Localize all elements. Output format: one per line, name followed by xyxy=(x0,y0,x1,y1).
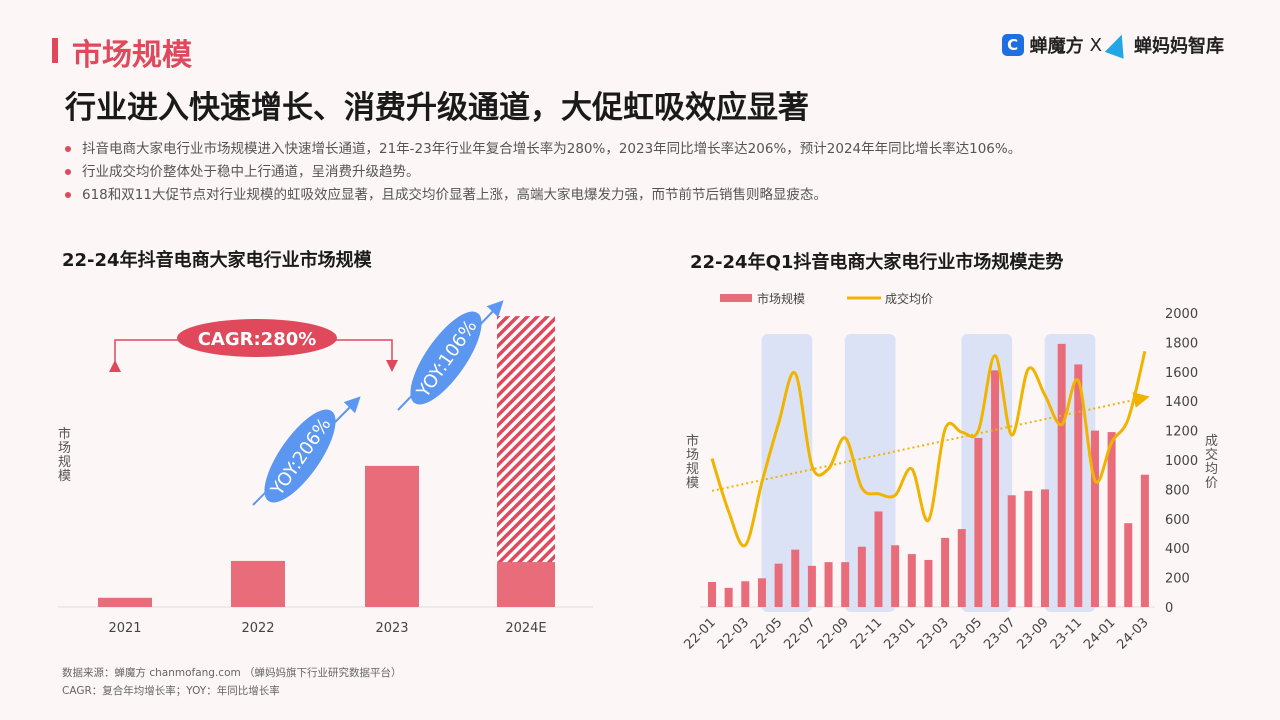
bar-23-06 xyxy=(991,370,1000,607)
y-tick-label: 1000 xyxy=(1165,454,1198,469)
bar-22-09 xyxy=(841,562,850,607)
y-tick-label: 200 xyxy=(1165,572,1190,587)
x-tick-label: 2023 xyxy=(375,621,408,636)
x-tick-label: 2021 xyxy=(108,621,141,636)
bar-23-09 xyxy=(1041,489,1049,607)
y-tick-label: 600 xyxy=(1165,513,1190,528)
highlight-band xyxy=(1044,334,1096,612)
cagr-badge xyxy=(177,319,337,357)
x-tick-label: 23-03 xyxy=(915,615,952,652)
bar-22-06 xyxy=(791,549,800,607)
bar-22-01 xyxy=(708,582,716,607)
headline: 行业进入快速增长、消费升级通道，大促虹吸效应显著 xyxy=(65,90,809,126)
legend-bar-label: 市场规模 xyxy=(757,291,805,306)
bar-23-10 xyxy=(1057,343,1066,607)
x-tick-label: 24-01 xyxy=(1081,615,1118,652)
bar-23-05 xyxy=(974,437,983,607)
bar-22-08 xyxy=(824,562,833,607)
y-tick-label: 800 xyxy=(1165,483,1190,498)
right-chart-ylabel-right: 成交均价 xyxy=(1205,434,1219,491)
x-tick-label: 2022 xyxy=(241,621,274,636)
y-tick-label: 2000 xyxy=(1165,307,1198,322)
y-tick-label: 1800 xyxy=(1165,336,1198,351)
x-tick-label: 23-09 xyxy=(1015,615,1052,652)
bar-24-03 xyxy=(1140,474,1149,607)
price-line xyxy=(710,350,1147,548)
y-tick-label: 1200 xyxy=(1165,425,1198,440)
left-chart-title: 22-24年抖音电商大家电行业市场规模 xyxy=(62,250,372,271)
right-chart-title: 22-24年Q1抖音电商大家电行业市场规模走势 xyxy=(690,252,1064,273)
yoy-ellipse xyxy=(410,311,482,405)
bar-23-03 xyxy=(941,537,950,607)
bar-24-02 xyxy=(1124,523,1133,607)
bar-22-03 xyxy=(741,581,750,607)
x-tick-label: 22-01 xyxy=(682,615,719,652)
x-tick-label: 22-09 xyxy=(815,615,852,652)
footnote: CAGR：复合年均增长率；YOY：年同比增长率 xyxy=(62,685,280,697)
bar-22-05 xyxy=(774,563,783,607)
bar-estimate-hatched xyxy=(497,316,555,607)
data-source: 数据来源：蝉魔方 chanmofang.com （蝉妈妈旗下行业研究数据平台） xyxy=(62,667,402,679)
section-marker xyxy=(52,38,58,63)
yoy-ellipse xyxy=(264,409,336,503)
cagr-bracket-left xyxy=(109,339,178,372)
bullet-item: 618和双11大促节点对行业规模的虹吸效应显著，且成交均价显著上涨，高端大家电爆… xyxy=(64,184,1021,207)
legend-line-label: 成交均价 xyxy=(885,291,933,306)
y-tick-label: 400 xyxy=(1165,542,1190,557)
bar-23-04 xyxy=(957,529,966,607)
x-tick-label: 23-07 xyxy=(981,615,1018,652)
x-tick-label: 23-11 xyxy=(1048,615,1085,652)
brand-logo: C 蝉魔方 X 蝉妈妈智库 xyxy=(1001,31,1224,59)
bar-22-11 xyxy=(874,511,883,607)
trendline xyxy=(711,392,1150,492)
bar-23-02 xyxy=(924,559,933,607)
y-tick-label: 1600 xyxy=(1165,366,1198,381)
bar-2021 xyxy=(98,597,152,607)
cagr-label: CAGR:280% xyxy=(198,329,317,350)
bar-estimate-solid xyxy=(497,562,555,607)
y-tick-label: 1400 xyxy=(1165,395,1198,410)
x-tick-label: 22-11 xyxy=(848,615,885,652)
section-title: 市场规模 xyxy=(72,38,192,73)
right-chart-ylabel-left: 市场规模 xyxy=(686,434,700,491)
bar-2022 xyxy=(231,560,285,607)
x-tick-label: 2024E xyxy=(505,621,546,636)
bar-22-02 xyxy=(724,587,733,607)
x-tick-label: 23-01 xyxy=(881,615,918,652)
logo-right-text: 蝉妈妈智库 xyxy=(1134,36,1224,57)
bullet-item: 行业成交均价整体处于稳中上行通道，呈消费升级趋势。 xyxy=(64,161,1021,184)
highlight-band xyxy=(961,334,1013,612)
highlight-band xyxy=(761,334,813,612)
x-tick-label: 22-05 xyxy=(748,615,785,652)
logo-left-text: 蝉魔方 xyxy=(1029,36,1084,57)
bar-23-12 xyxy=(1090,430,1099,607)
bar-23-11 xyxy=(1074,364,1083,607)
bar-22-04 xyxy=(757,578,766,607)
bar-23-01 xyxy=(907,554,916,607)
logo-separator: X xyxy=(1089,34,1102,56)
bullet-item: 抖音电商大家电行业市场规模进入快速增长通道，21年-23年行业年复合增长率为28… xyxy=(64,138,1021,161)
bar-22-07 xyxy=(807,565,816,607)
bar-22-10 xyxy=(857,546,866,607)
y-tick-label: 0 xyxy=(1165,601,1173,616)
bar-23-08 xyxy=(1024,490,1033,607)
x-tick-label: 22-07 xyxy=(781,615,818,652)
left-chart-ylabel: 市场规模 xyxy=(58,427,72,484)
bar-22-12 xyxy=(891,545,900,607)
cagr-bracket-right xyxy=(336,339,398,372)
yoy-badge: YOY:206% xyxy=(264,409,336,503)
x-tick-label: 23-05 xyxy=(948,615,985,652)
x-tick-label: 22-03 xyxy=(715,615,752,652)
bullet-list: 抖音电商大家电行业市场规模进入快速增长通道，21年-23年行业年复合增长率为28… xyxy=(64,138,1021,207)
bar-2023 xyxy=(365,465,419,607)
bar-24-01 xyxy=(1107,432,1116,607)
bar-23-07 xyxy=(1007,495,1016,607)
yoy-badge: YOY:106% xyxy=(410,311,482,405)
chanmofang-logo-icon: C xyxy=(1001,34,1024,56)
highlight-band xyxy=(844,334,896,612)
legend-bar-swatch xyxy=(720,294,752,302)
x-tick-label: 24-03 xyxy=(1114,615,1151,652)
